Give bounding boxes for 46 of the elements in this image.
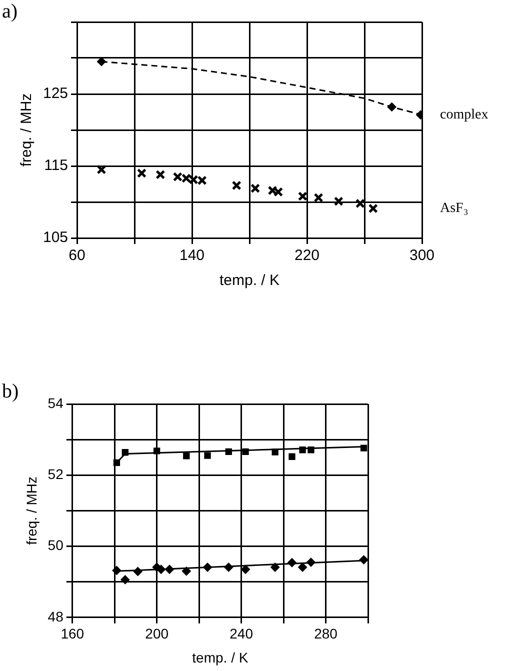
point [314, 192, 324, 202]
y-tick-label: 54 [48, 394, 64, 411]
point [96, 164, 106, 174]
chart-title: b) [2, 380, 19, 402]
chart-title: a) [2, 0, 18, 22]
x-axis-title: temp. / K [192, 649, 249, 666]
y-tick-label: 125 [42, 85, 68, 102]
point [172, 172, 182, 182]
x-tick-label: 300 [409, 247, 435, 264]
point [355, 198, 365, 208]
x-tick-label: 240 [230, 626, 254, 642]
point [250, 184, 260, 194]
y-tick-label: 48 [48, 608, 64, 624]
point [270, 562, 280, 572]
x-tick-label: 140 [180, 247, 205, 264]
y-tick-label: 105 [42, 229, 68, 246]
y-tick-label: 52 [48, 466, 64, 482]
x-axis-title: temp. / K [220, 272, 280, 290]
point [204, 452, 211, 459]
point [298, 562, 308, 572]
x-tick-label: 60 [68, 247, 86, 264]
point [273, 187, 284, 197]
x-tick-label: 220 [294, 247, 320, 264]
point [241, 564, 250, 574]
point [156, 170, 166, 180]
point [136, 168, 146, 178]
y-tick-label: 115 [44, 157, 68, 174]
x-tick-label: 200 [145, 626, 169, 642]
point [334, 196, 344, 206]
point [232, 180, 242, 190]
point [183, 452, 190, 460]
point [181, 173, 192, 184]
text: AsF₃ [440, 201, 468, 216]
x-tick-label: 280 [314, 626, 338, 642]
x-tick-label: 160 [60, 626, 84, 642]
point [368, 204, 378, 214]
y-tick-label: 50 [48, 537, 64, 554]
y-axis-title: freq. / MHz [18, 93, 36, 167]
series-label: complex [440, 108, 488, 123]
point [188, 174, 198, 184]
point [288, 453, 296, 460]
y-axis-title: freq. / MHz [23, 476, 40, 545]
point [298, 191, 308, 202]
point [268, 186, 278, 196]
point [197, 176, 207, 186]
point [120, 575, 130, 584]
